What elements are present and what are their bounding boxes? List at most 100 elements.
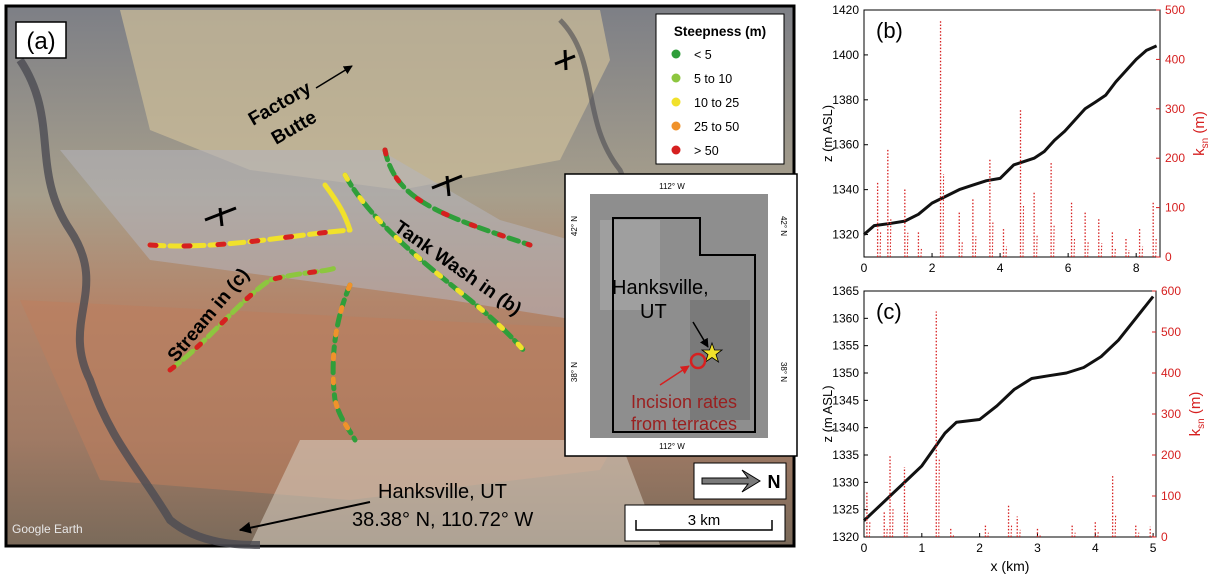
inset-left-lat-top: 42° N [570, 216, 579, 236]
ksn-spike-minor [1053, 224, 1055, 258]
panel-label: (b) [876, 18, 903, 43]
inset-town-1: Hanksville, [612, 277, 709, 299]
inset-note-2: from terraces [631, 414, 737, 434]
inset-top-lon: 112° W [659, 182, 685, 191]
legend-swatch-0 [671, 49, 681, 59]
stream-tank-wash-hot [382, 147, 533, 248]
inset-bottom-lon: 112° W [659, 442, 685, 451]
y2-label-unit: (m) [1191, 111, 1208, 138]
y2-label-sub: sn [1200, 138, 1211, 149]
y2-tick-label: 200 [1161, 448, 1181, 462]
legend-label-3: 25 to 50 [694, 120, 739, 134]
y-tick-label: 1330 [832, 475, 859, 489]
inset-relief-dark [690, 300, 750, 420]
ksn-spike-minor [1036, 234, 1038, 258]
panel-label: (c) [876, 299, 902, 324]
ksn-spike-minor [1073, 237, 1076, 258]
ksn-spike-minor [879, 231, 882, 258]
stream-tank-wash-branch [342, 172, 528, 355]
scale-label: 3 km [688, 512, 721, 529]
ksn-spike-minor [1127, 250, 1130, 258]
y-tick-label: 1345 [832, 393, 859, 407]
legend-swatch-1 [671, 73, 681, 83]
y2-tick-label: 0 [1165, 250, 1172, 264]
ksn-spike-minor [974, 236, 977, 258]
y-tick-label: 1320 [832, 530, 859, 544]
stream-main-trunk-hot [147, 227, 353, 249]
x-tick-label: 0 [861, 541, 868, 555]
steepness-legend: Steepness (m) < 5 5 to 10 10 to 25 25 to 50… [655, 13, 785, 165]
inset-town-arrow [692, 321, 709, 348]
ksn-spike-minor [952, 534, 955, 538]
elevation-profile-line [862, 295, 1155, 522]
panel-a-label: (a) [26, 28, 55, 55]
ksn-spike-minor [1097, 531, 1099, 538]
ksn-spike-minor [1155, 237, 1157, 258]
y2-tick-label: 600 [1161, 284, 1181, 298]
y2-tick-label: 400 [1165, 52, 1185, 66]
strike-symbols [204, 49, 576, 227]
y-axis-label: z (m ASL) [820, 385, 835, 442]
x-tick-label: 0 [861, 261, 868, 275]
x-tick-label: 6 [1065, 261, 1072, 275]
x-tick-label: 8 [1133, 261, 1140, 275]
inset-note-1: Incision rates [631, 392, 737, 412]
hanksville-star-icon [700, 341, 724, 364]
y-tick-label: 1320 [832, 228, 859, 242]
y2-tick-label: 100 [1165, 201, 1185, 215]
y2-tick-label: 500 [1165, 3, 1185, 17]
y2-tick-label: 400 [1161, 366, 1181, 380]
y-tick-label: 1365 [832, 284, 859, 298]
plot-frame [863, 9, 1161, 258]
ksn-spike-minor [868, 521, 871, 538]
stream-c-hot [167, 265, 338, 373]
ksn-spike-minor [1141, 246, 1144, 258]
legend-swatch-4 [671, 145, 681, 155]
ksn-spike-minor [1114, 248, 1116, 258]
y2-label-main: k [1191, 148, 1208, 156]
ksn-spike-minor [1005, 246, 1008, 258]
panel-a-label-box [15, 21, 67, 59]
y2-label-unit: (m) [1187, 392, 1204, 419]
ksn-spike-minor [961, 241, 963, 258]
ksn-spike-minor [1039, 534, 1042, 538]
legend-box [655, 13, 785, 165]
scale-bar: 3 km [624, 504, 786, 542]
x-tick-label: 2 [929, 261, 936, 275]
ksn-spike-minor [1114, 515, 1117, 538]
legend-label-0: < 5 [694, 48, 712, 62]
elevation-profile-line [863, 44, 1158, 236]
ksn-spike-minor [1100, 243, 1103, 258]
inset-left-lat-bottom: 38° N [570, 362, 579, 382]
y-axis-label: z (m ASL) [820, 105, 835, 162]
y2-label-main: k [1187, 428, 1204, 436]
inset-town-2: UT [640, 301, 667, 323]
chart-c: 0 1 2 3 4 5 1320 1325 1330 1335 1340 1345 1350 1355 13… [820, 284, 1207, 574]
y2-axis-label: ksn (m) [1187, 392, 1207, 437]
ksn-spike-minor [906, 512, 909, 538]
y-tick-label: 1340 [832, 421, 859, 435]
ksn-spike-minor [891, 508, 894, 538]
inset-relief-light [600, 220, 660, 310]
inset-right-lat-bottom: 38° N [779, 362, 788, 382]
y-tick-label: 1340 [832, 183, 859, 197]
stream-upper-trib [322, 182, 353, 233]
legend-title: Steepness (m) [674, 24, 766, 39]
y-tick-label: 1335 [832, 448, 859, 462]
hanksville-label-2: 38.38° N, 110.72° W [352, 509, 533, 531]
x-tick-label: 4 [997, 261, 1004, 275]
y2-tick-label: 0 [1161, 530, 1168, 544]
y2-label-sub: sn [1196, 418, 1207, 429]
ksn-spike-minor [1022, 205, 1025, 258]
x-tick-label: 5 [1150, 541, 1157, 555]
y2-tick-label: 300 [1165, 102, 1185, 116]
ksn-spike-minor [1019, 529, 1021, 538]
ksn-spike-minor [938, 458, 940, 538]
stream-profiles [147, 147, 533, 443]
legend-label-4: > 50 [694, 144, 719, 158]
legend-label-2: 10 to 25 [694, 96, 739, 110]
grey-badlands [60, 150, 640, 330]
ksn-spike-minor [942, 174, 945, 258]
hanksville-arrow [238, 501, 371, 534]
y2-tick-label: 100 [1161, 489, 1181, 503]
